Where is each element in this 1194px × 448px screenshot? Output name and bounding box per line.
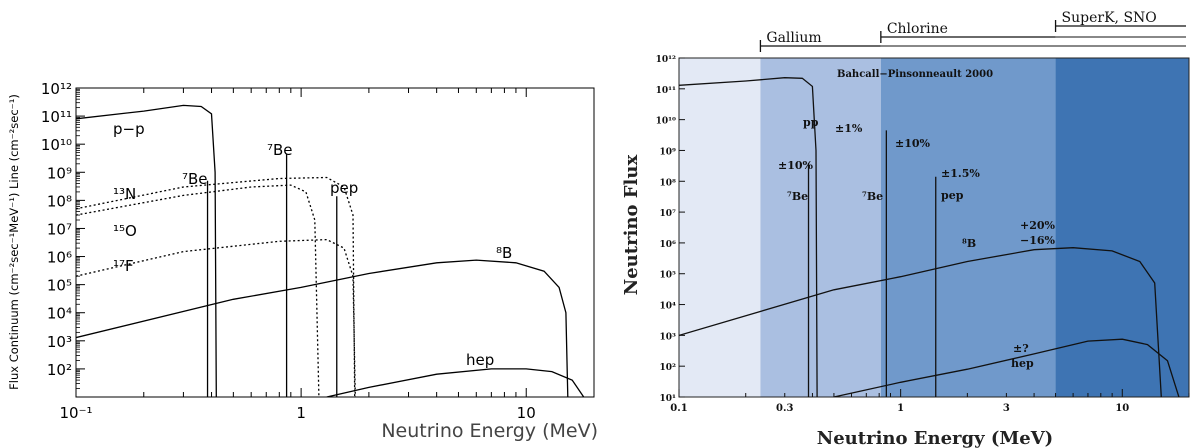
detector-label-superk-sno: SuperK, SNO (1062, 10, 1157, 26)
annotation-20: +20% (1020, 219, 1056, 232)
energy-band-4 (1055, 58, 1189, 397)
curve-label-be: ⁷Be (267, 141, 293, 159)
y-tick-label: 10³ (660, 332, 677, 342)
detector-label-gallium: Gallium (766, 30, 821, 46)
curve-label-b: ⁸B (496, 244, 512, 262)
left-x-axis-label: Neutrino Energy (MeV) (381, 420, 598, 442)
left-plot-frame (75, 87, 595, 398)
y-tick-label: 10¹ (660, 394, 677, 404)
energy-band-1 (679, 58, 761, 397)
annotation-10: ±10% (778, 159, 814, 172)
x-tick-label: 10⁻¹ (59, 404, 92, 422)
annotation-hep: hep (1011, 357, 1034, 370)
x-tick-label: 0.1 (670, 403, 687, 414)
annotation-1: ±1% (835, 122, 863, 135)
x-tick-label: 10 (1115, 403, 1129, 414)
right-flux-chart: Gallium Chlorine SuperK, SNO 0.1 0.3 1 3 10 10¹ 1… (621, 10, 1190, 448)
annotation-be: ⁷Be (862, 190, 883, 203)
annotation-be: ⁷Be (787, 190, 808, 203)
curve-label-hep: hep (466, 351, 494, 369)
annotation-1-5: ±1.5% (941, 167, 980, 180)
series-line-b (76, 259, 569, 397)
series-line-b (679, 247, 1162, 397)
y-tick-label: 10⁷ (660, 209, 677, 219)
x-tick-label: 10 (517, 404, 536, 422)
right-plot-frame (678, 57, 1190, 398)
series-line-p-p (76, 104, 217, 397)
curve-label-o: ¹⁵O (113, 222, 137, 240)
y-tick-label: 10⁹ (660, 147, 677, 157)
curve-label-f: ¹⁷F (113, 257, 134, 275)
series-line-o (76, 176, 356, 397)
y-tick-label: 10⁶ (660, 240, 677, 250)
curve-label-p-p: p−p (113, 120, 145, 138)
energy-band-2 (760, 58, 881, 397)
annotation-label: ±? (1013, 342, 1029, 355)
y-tick-label: 10⁴ (660, 302, 677, 312)
y-tick-label: 10⁴ (47, 305, 72, 323)
right-y-axis-label: Neutrino Flux (621, 155, 642, 296)
curve-label-n: ¹³N (113, 185, 136, 203)
annotation-pep: pep (941, 189, 964, 202)
left-y-axis-label: Flux Continuum (cm⁻²sec⁻¹MeV⁻¹) Line (cm… (7, 94, 21, 390)
annotation-16: −16% (1020, 234, 1056, 247)
x-tick-label: 1 (296, 404, 306, 422)
y-tick-label: 10¹⁰ (41, 136, 72, 154)
y-tick-label: 10¹² (41, 80, 72, 98)
series-line-n (76, 184, 320, 397)
x-tick-label: 1 (897, 403, 904, 414)
y-tick-label: 10⁵ (660, 271, 677, 281)
y-tick-label: 10¹¹ (656, 86, 676, 96)
energy-band-3 (880, 58, 1056, 397)
y-tick-label: 10⁸ (660, 178, 677, 188)
detector-label-chlorine: Chlorine (887, 21, 948, 37)
y-tick-label: 10² (47, 361, 72, 379)
y-tick-label: 10⁸ (47, 192, 72, 210)
y-tick-label: 10¹² (656, 55, 676, 65)
y-tick-label: 10⁹ (47, 164, 72, 182)
series-line-pp (679, 77, 818, 397)
y-tick-label: 10¹⁰ (656, 117, 676, 127)
x-tick-label: 3 (1003, 403, 1010, 414)
annotation-10: ±10% (895, 137, 931, 150)
y-tick-label: 10⁵ (47, 277, 72, 295)
annotation-b: ⁸B (962, 237, 976, 250)
series-line-hep (326, 368, 585, 397)
x-tick-label: 0.3 (776, 403, 793, 414)
y-tick-label: 10² (660, 363, 677, 373)
curve-label-be: ⁷Be (182, 170, 208, 188)
curve-label-pep: pep (330, 179, 358, 197)
y-tick-label: 10¹¹ (41, 108, 72, 126)
y-tick-label: 10⁷ (47, 220, 72, 238)
left-flux-chart: 10⁻¹ 1 10 10² 10³ 10⁴ 10⁵ 10⁶ 10⁷ 10⁸ 10⁹ 10¹⁰ 10¹¹ 1… (7, 80, 598, 442)
left-plot-area (76, 104, 585, 397)
right-chart-title: Bahcall−Pinsonneault 2000 (837, 69, 993, 80)
y-tick-label: 10³ (47, 333, 72, 351)
annotation-pp: pp (803, 116, 819, 129)
series-line-hep (833, 338, 1180, 397)
y-tick-label: 10⁶ (47, 249, 72, 267)
right-x-axis-label: Neutrino Energy (MeV) (817, 428, 1053, 448)
right-plot-area (679, 77, 1180, 397)
